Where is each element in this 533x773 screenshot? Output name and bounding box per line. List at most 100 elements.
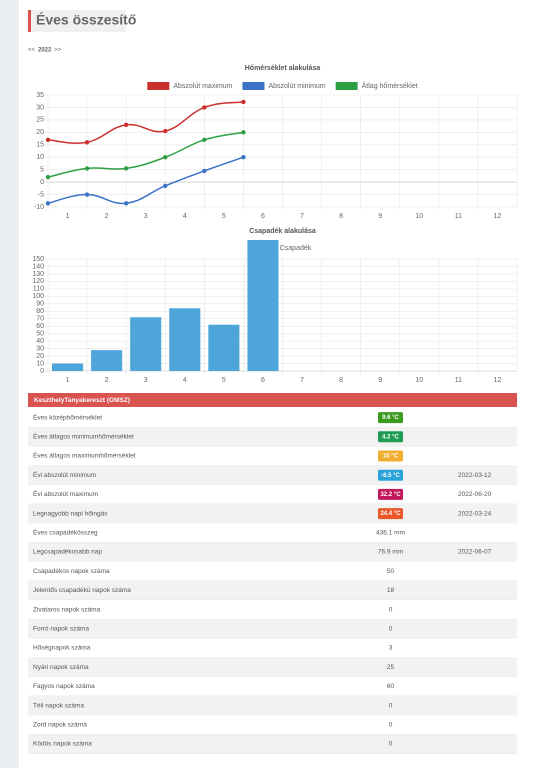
table-row bbox=[28, 484, 517, 504]
sidebar bbox=[0, 0, 19, 768]
x-tick-label: 4 bbox=[183, 377, 187, 384]
data-point bbox=[202, 168, 207, 174]
table-row bbox=[28, 600, 517, 620]
table-row bbox=[28, 734, 517, 754]
row-label: Zord napok száma bbox=[33, 722, 87, 729]
y-tick-label: 30 bbox=[36, 104, 44, 111]
row-date: 2022-06-20 bbox=[458, 491, 492, 498]
table-row bbox=[28, 657, 517, 677]
row-value: 0 bbox=[389, 702, 393, 709]
x-tick-label: 2 bbox=[105, 377, 109, 384]
value-badge bbox=[378, 488, 403, 500]
row-label: Éves átlagos maximumhőmérséklet bbox=[33, 451, 136, 460]
x-tick-label: 3 bbox=[144, 377, 148, 384]
x-tick-label: 3 bbox=[144, 213, 148, 220]
data-point bbox=[241, 99, 246, 105]
x-tick-label: 12 bbox=[494, 377, 502, 384]
data-point bbox=[84, 192, 90, 197]
x-tick-label: 11 bbox=[455, 377, 462, 384]
row-label: Zivataros napok száma bbox=[33, 606, 101, 613]
row-date: 2022-03-24 bbox=[458, 510, 492, 517]
x-tick-label: 9 bbox=[378, 213, 382, 220]
y-tick-label: 0 bbox=[40, 179, 44, 186]
table-row bbox=[28, 542, 517, 562]
title-box bbox=[28, 10, 126, 32]
data-point bbox=[45, 137, 51, 142]
x-tick-label: 6 bbox=[261, 377, 265, 384]
legend-label: Átlag hőmérséklet bbox=[362, 81, 418, 90]
legend-swatch bbox=[242, 82, 265, 90]
x-tick-label: 8 bbox=[339, 377, 343, 384]
data-point bbox=[123, 122, 129, 128]
row-label: Nyári napok száma bbox=[33, 664, 89, 671]
row-value: 0 bbox=[389, 626, 393, 633]
chart-title: Csapadék alakulása bbox=[249, 228, 316, 235]
row-value: 436.1 mm bbox=[376, 530, 405, 537]
x-tick-label: 11 bbox=[455, 213, 462, 220]
y-tick-label: 140 bbox=[32, 263, 44, 270]
row-value: 15 °C bbox=[383, 454, 399, 460]
data-point bbox=[45, 174, 51, 180]
x-tick-label: 1 bbox=[66, 377, 70, 384]
row-value: 60 bbox=[387, 683, 395, 690]
row-value: 25 bbox=[387, 664, 395, 671]
prev-year[interactable]: << bbox=[28, 48, 36, 54]
series-line bbox=[47, 156, 244, 205]
x-tick-label: 4 bbox=[183, 213, 187, 220]
x-tick-label: 2 bbox=[105, 213, 109, 220]
value-badge bbox=[378, 508, 403, 520]
y-tick-label: 50 bbox=[36, 331, 44, 338]
y-tick-label: 70 bbox=[36, 316, 44, 323]
row-label: Csapadékos napok száma bbox=[33, 568, 110, 575]
row-label: Fagyos napok száma bbox=[33, 683, 95, 690]
data-point bbox=[84, 166, 90, 171]
row-label: Évi abszolút minimum bbox=[33, 470, 96, 479]
next-year[interactable]: >> bbox=[54, 48, 62, 54]
table-row bbox=[28, 696, 517, 716]
y-tick-label: -5 bbox=[38, 191, 44, 198]
row-value: 0 bbox=[389, 606, 393, 613]
data-point bbox=[163, 183, 168, 189]
x-tick-label: 10 bbox=[415, 377, 423, 384]
series-line bbox=[47, 101, 244, 144]
y-tick-label: 15 bbox=[36, 142, 44, 149]
row-label: Éves középhőmérséklet bbox=[33, 412, 102, 421]
legend-label: Csapadék bbox=[280, 245, 312, 252]
row-value: 9.6 °C bbox=[382, 415, 399, 421]
row-label: Forró napok száma bbox=[33, 626, 89, 633]
bar bbox=[169, 308, 201, 371]
table-header bbox=[28, 393, 517, 407]
y-tick-label: 120 bbox=[32, 278, 44, 285]
row-label: Jelentős csapadékú napok száma bbox=[33, 587, 131, 594]
legend-swatch bbox=[147, 82, 170, 90]
y-tick-label: 100 bbox=[32, 293, 44, 300]
bar bbox=[247, 240, 279, 371]
row-date: 2022-06-07 bbox=[458, 549, 492, 556]
table-row bbox=[28, 561, 517, 581]
row-label: Ködös napok száma bbox=[33, 741, 92, 748]
x-tick-label: 7 bbox=[300, 377, 304, 384]
value-badge bbox=[378, 431, 403, 443]
y-tick-label: -10 bbox=[34, 204, 44, 211]
data-point bbox=[202, 105, 207, 110]
table-row bbox=[28, 465, 517, 485]
y-tick-label: 130 bbox=[32, 271, 44, 278]
y-tick-label: 5 bbox=[40, 167, 44, 174]
row-value: 4.2 °C bbox=[382, 434, 399, 440]
chart-title: Hőmérséklet alakulása bbox=[245, 65, 321, 72]
page-title: Éves összesítő bbox=[36, 12, 136, 28]
table-row bbox=[28, 619, 517, 639]
row-value: 24.4 °C bbox=[380, 511, 401, 517]
value-badge bbox=[378, 412, 403, 424]
title-accent bbox=[28, 10, 31, 32]
x-tick-label: 9 bbox=[378, 377, 382, 384]
row-label: Téli napok száma bbox=[33, 702, 84, 709]
bar bbox=[91, 350, 123, 371]
legend-swatch bbox=[335, 82, 358, 90]
data-point bbox=[123, 166, 129, 171]
y-tick-label: 0 bbox=[40, 368, 44, 375]
y-tick-label: 10 bbox=[36, 154, 44, 161]
table-row bbox=[28, 523, 517, 543]
